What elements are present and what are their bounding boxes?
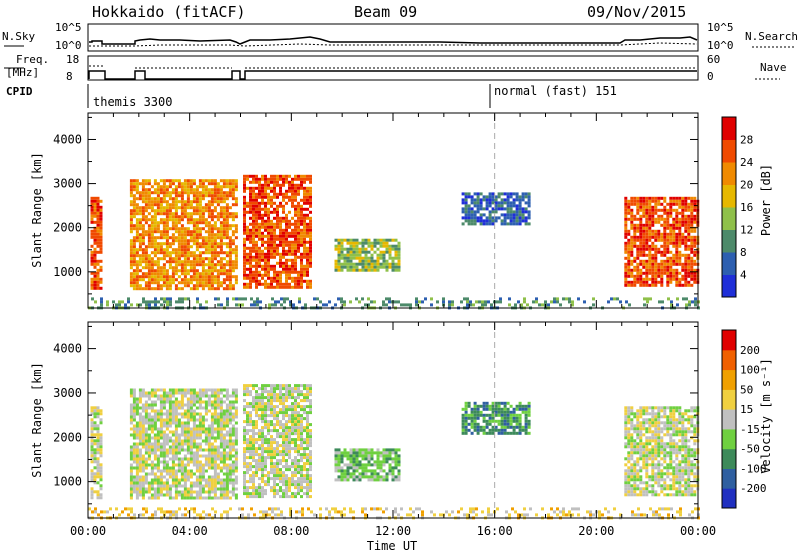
colorbar-tick-label: -200 [740, 482, 767, 495]
colorbar-swatch [722, 252, 736, 275]
nsearch-tick-bottom: 10^0 [707, 39, 734, 52]
cpid-segment-2: normal (fast) 151 [494, 84, 617, 98]
data-region [624, 196, 700, 287]
colorbar-tick-label: 15 [740, 403, 753, 416]
power-panel: 1000 2000 3000 4000 [53, 112, 700, 310]
data-region [334, 448, 401, 482]
velocity-colorbar-label: Velocity [m s⁻¹] [759, 358, 773, 474]
nsky-panel [87, 23, 699, 52]
colorbar-swatch [722, 139, 736, 163]
x-tick-label: 00:00 [680, 524, 716, 538]
colorbar-tick-label: 24 [740, 156, 754, 169]
power-ylabel: Slant Range [km] [30, 152, 44, 268]
data-region [461, 401, 531, 435]
power-colorbar: 4 8 12 16 20 24 28 [721, 116, 754, 298]
velocity-panel: 1000 2000 3000 4000 00:00 04:00 08:00 12:00 16:0… [53, 321, 716, 538]
colorbar-swatch [722, 389, 736, 410]
x-axis-label: Time UT [367, 539, 418, 553]
nave-trace [89, 65, 697, 69]
y-tick-label: 4000 [53, 132, 82, 146]
freq-tick-bottom: 8 [66, 70, 73, 83]
colorbar-swatch [722, 428, 736, 450]
colorbar-tick-label: 50 [740, 383, 753, 396]
colorbar-swatch [722, 184, 736, 208]
nsearch-label: N.Search [745, 30, 798, 43]
freq-tick-top: 18 [66, 53, 79, 66]
x-tick-label: 16:00 [477, 524, 513, 538]
data-region [461, 192, 531, 226]
freq-label-1: Freq. [16, 53, 49, 66]
colorbar-tick-label: 200 [740, 344, 760, 357]
colorbar-swatch [722, 468, 736, 489]
data-region [334, 238, 401, 272]
nave-tick-top: 60 [707, 53, 720, 66]
colorbar-swatch [722, 330, 736, 351]
nsky-tick-top: 10^5 [55, 21, 82, 34]
freq-label-2: [MHz] [6, 66, 39, 79]
nsearch-tick-top: 10^5 [707, 21, 734, 34]
colorbar-tick-label: -15 [740, 423, 760, 436]
nave-label: Nave [760, 61, 787, 74]
x-tick-label: 20:00 [578, 524, 614, 538]
x-tick-label: 00:00 [70, 524, 106, 538]
x-tick-label: 08:00 [273, 524, 309, 538]
velocity-colorbar: 200 100 50 15 -15 -50 -100 -200 [721, 329, 767, 509]
data-region [624, 406, 700, 497]
colorbar-swatch [722, 448, 736, 469]
colorbar-swatch [722, 229, 736, 253]
radar-title: Hokkaido (fitACF) [92, 3, 246, 21]
colorbar-swatch [722, 409, 736, 430]
y-tick-label: 1000 [53, 475, 82, 489]
colorbar-swatch [722, 369, 736, 390]
colorbar-tick-label: 16 [740, 201, 753, 214]
colorbar-tick-label: 12 [740, 224, 753, 237]
colorbar-swatch [722, 117, 736, 140]
y-tick-label: 1000 [53, 265, 82, 279]
freq-trace [88, 70, 697, 80]
data-region [129, 388, 238, 500]
y-tick-label: 2000 [53, 430, 82, 444]
colorbar-tick-label: 20 [740, 179, 753, 192]
x-tick-label: 12:00 [375, 524, 411, 538]
panel-frame [87, 112, 699, 309]
colorbar-tick-label: 4 [740, 269, 747, 282]
colorbar-swatch [722, 274, 736, 298]
cpid-label: CPID [6, 85, 33, 98]
cpid-segment-1: themis 3300 [93, 95, 172, 109]
y-tick-label: 2000 [53, 221, 82, 235]
power-colorbar-label: Power [dB] [759, 164, 773, 236]
y-tick-label: 3000 [53, 386, 82, 400]
y-tick-label: 3000 [53, 177, 82, 191]
beam-title: Beam 09 [354, 3, 417, 21]
colorbar-swatch [722, 207, 736, 230]
colorbar-tick-label: -100 [740, 462, 767, 475]
data-region [243, 384, 312, 499]
x-tick-label: 04:00 [172, 524, 208, 538]
y-tick-label: 4000 [53, 342, 82, 356]
data-region [90, 196, 103, 290]
data-region [129, 179, 238, 291]
colorbar-swatch [722, 488, 736, 509]
colorbar-tick-label: -50 [740, 443, 760, 456]
data-region [243, 174, 312, 289]
freq-panel [87, 55, 699, 81]
colorbar-tick-label: 8 [740, 246, 747, 259]
colorbar-swatch [722, 162, 736, 185]
data-region [90, 406, 103, 500]
colorbar-tick-label: 28 [740, 134, 753, 147]
colorbar-tick-label: 100 [740, 364, 760, 377]
velocity-ylabel: Slant Range [km] [30, 362, 44, 478]
colorbar-swatch [722, 349, 736, 371]
date-title: 09/Nov/2015 [587, 3, 686, 21]
nsky-trace [89, 36, 698, 45]
nave-tick-bottom: 0 [707, 70, 714, 83]
nsky-label: N.Sky [2, 30, 35, 43]
nsky-tick-bottom: 10^0 [55, 39, 82, 52]
